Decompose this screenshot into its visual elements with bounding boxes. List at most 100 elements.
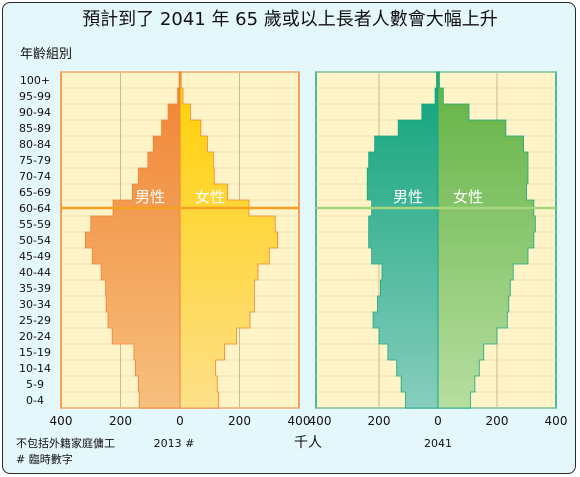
bar-female-55-59 (180, 216, 275, 232)
bar-female-20-24 (438, 328, 497, 344)
bar-male-85-89 (398, 120, 438, 136)
x-tick-label: 200 (486, 414, 509, 428)
x-tick-label: 400 (288, 414, 311, 428)
age-group-label: 40-44 (19, 266, 51, 279)
bar-male-70-74 (138, 168, 180, 184)
x-tick-label: 200 (368, 414, 391, 428)
female-outline (437, 71, 536, 409)
age-group-label: 20-24 (19, 330, 51, 343)
bar-male-30-34 (378, 296, 438, 312)
bar-female-30-34 (438, 296, 509, 312)
bar-male-80-84 (375, 136, 438, 152)
bar-male-10-14 (397, 360, 438, 376)
female-series-area (438, 72, 536, 408)
age-group-label: 30-34 (19, 298, 51, 311)
age-group-label: 90-94 (19, 106, 51, 119)
bar-female-75-79 (180, 152, 213, 168)
age-group-label: 70-74 (19, 170, 51, 183)
female-outline (179, 71, 278, 409)
bar-female-20-24 (180, 328, 237, 344)
panel-year-label: 2041 (424, 437, 452, 450)
x-tick-label: 0 (176, 414, 184, 428)
age-group-label: 25-29 (19, 314, 51, 327)
series-label-female: 女性 (453, 188, 483, 206)
x-tick-label: 400 (309, 414, 332, 428)
note-excludes-domestic-helpers: 不包括外籍家庭傭工 (16, 436, 115, 450)
x-tick-label: 400 (50, 414, 73, 428)
male-series-area (85, 72, 180, 408)
bar-male-10-14 (135, 360, 180, 376)
bar-female-75-79 (438, 152, 528, 168)
bar-male-90-94 (422, 104, 438, 120)
bar-male-75-79 (148, 152, 180, 168)
age-group-label: 55-59 (19, 218, 51, 231)
bar-female-90-94 (438, 104, 469, 120)
bar-female-95-99 (438, 88, 443, 104)
bar-male-40-44 (101, 264, 180, 280)
bar-male-70-74 (367, 168, 438, 184)
age-group-label: 100+ (20, 74, 50, 87)
age-group-label: 45-49 (19, 250, 51, 263)
x-tick-label: 0 (434, 414, 442, 428)
age-group-label: 95-99 (19, 90, 51, 103)
bar-female-30-34 (180, 296, 254, 312)
bar-male-30-34 (106, 296, 180, 312)
bar-male-55-59 (91, 216, 180, 232)
bar-female-5-9 (180, 376, 217, 392)
age-group-label: 35-39 (19, 282, 51, 295)
bar-male-20-24 (112, 328, 180, 344)
bar-female-90-94 (180, 104, 190, 120)
age-group-label: 80-84 (19, 138, 51, 151)
age-group-label: 50-54 (19, 234, 51, 247)
panel-year-label: 2013 # (154, 437, 195, 450)
bar-female-80-84 (438, 136, 524, 152)
bar-female-10-14 (438, 360, 479, 376)
bar-male-90-94 (168, 104, 180, 120)
chart-title: 預計到了 2041 年 65 歲或以上長者人數會大幅上升 (82, 9, 498, 30)
bar-male-20-24 (379, 328, 438, 344)
bar-male-15-19 (388, 344, 438, 360)
age-group-labels: 0-4 5-9 10-14 15-19 20-24 25-29 30-34 35-39 40-4… (19, 74, 51, 407)
bar-female-70-74 (180, 168, 214, 184)
male-series-area (367, 72, 438, 408)
y-axis-label: 年齡組別 (20, 47, 72, 62)
bar-female-40-44 (438, 264, 513, 280)
bar-female-85-89 (438, 120, 506, 136)
bar-female-45-49 (438, 248, 528, 264)
bar-female-45-49 (180, 248, 269, 264)
age-group-label: 60-64 (19, 202, 51, 215)
bar-female-15-19 (180, 344, 225, 360)
female-series-area (180, 72, 278, 408)
bar-female-0-4 (180, 392, 219, 408)
bar-female-70-74 (438, 168, 528, 184)
age-group-label: 15-19 (19, 346, 51, 359)
bar-male-25-29 (373, 312, 438, 328)
series-label-male: 男性 (135, 188, 165, 206)
panel-2013: 男性 女性 400 200 0 200 400 2013 # (50, 71, 311, 450)
age-group-label: 5-9 (26, 378, 44, 391)
bar-male-80-84 (153, 136, 180, 152)
bar-male-45-49 (372, 248, 438, 264)
bar-male-5-9 (138, 376, 180, 392)
bar-male-55-59 (369, 216, 438, 232)
bar-female-85-89 (180, 120, 201, 136)
bar-female-55-59 (438, 216, 535, 232)
bar-male-15-19 (134, 344, 180, 360)
bar-male-95-99 (435, 88, 438, 104)
bar-female-50-54 (438, 232, 534, 248)
bar-male-85-89 (162, 120, 180, 136)
bar-male-50-54 (85, 232, 180, 248)
bar-female-25-29 (438, 312, 507, 328)
bar-male-45-49 (92, 248, 180, 264)
x-tick-label: 200 (109, 414, 132, 428)
age-group-label: 65-69 (19, 186, 51, 199)
bar-male-25-29 (108, 312, 180, 328)
bar-female-15-19 (438, 344, 484, 360)
age-group-label: 10-14 (19, 362, 51, 375)
bar-male-40-44 (382, 264, 438, 280)
bar-female-80-84 (180, 136, 207, 152)
male-outline (366, 71, 439, 409)
note-provisional: # 臨時數字 (16, 452, 73, 466)
bar-female-0-4 (438, 392, 470, 408)
